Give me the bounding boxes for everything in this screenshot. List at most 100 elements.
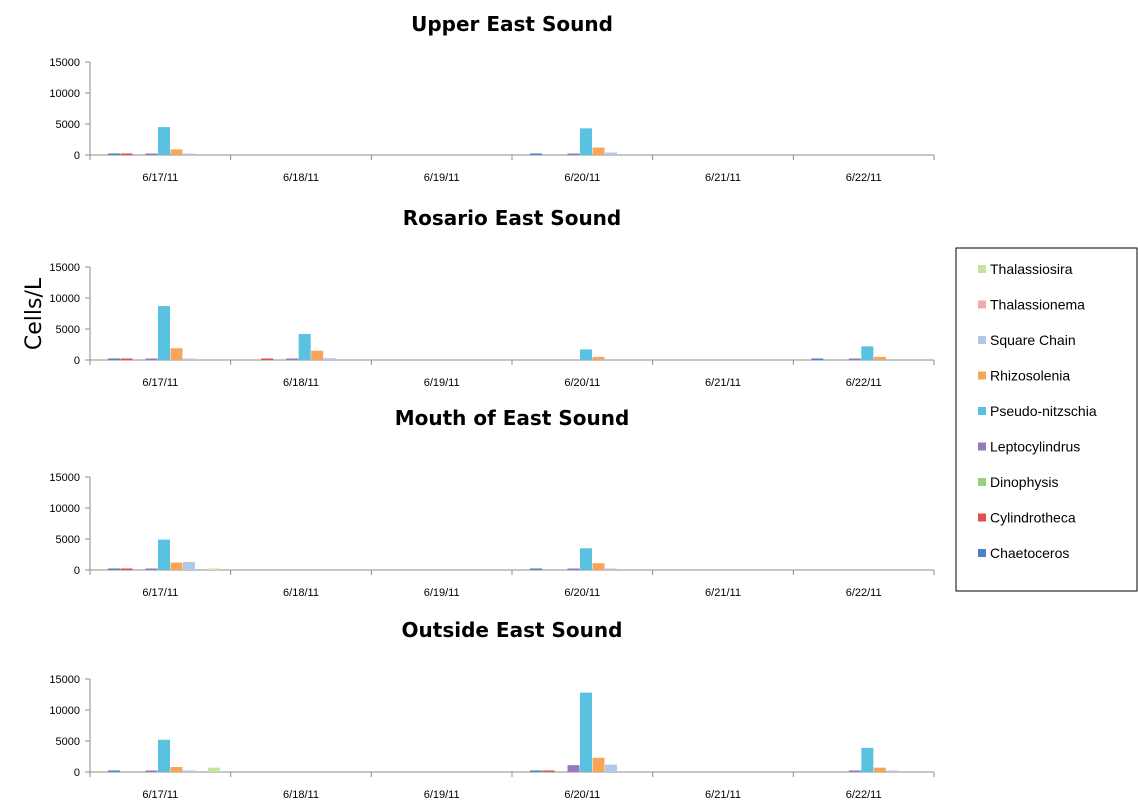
x-tick-label: 6/21/11 [705, 377, 741, 389]
y-tick-label: 5000 [56, 736, 80, 748]
y-tick-label: 0 [74, 565, 80, 577]
x-tick-label: 6/17/11 [142, 789, 178, 801]
x-tick-label: 6/19/11 [424, 587, 460, 599]
bar-pseudo-nitzschia [861, 747, 874, 772]
x-tick-label: 6/22/11 [846, 789, 882, 801]
bar-rhizosolenia [592, 757, 605, 772]
bar-rhizosolenia [873, 356, 886, 360]
bar-square-chain [886, 770, 899, 772]
bar-leptocylindrus [567, 765, 580, 772]
bar-pseudo-nitzschia [158, 739, 170, 772]
bar-rhizosolenia [592, 147, 605, 155]
y-tick-label: 10000 [49, 88, 80, 100]
chart-title: Rosario East Sound [403, 206, 622, 230]
bar-cylindrotheca [120, 153, 133, 155]
bar-thalassiosira [208, 767, 220, 772]
bar-square-chain [183, 358, 195, 360]
legend-swatch-chaetoceros [978, 549, 986, 557]
y-tick-label: 5000 [56, 324, 80, 336]
bar-square-chain [183, 770, 195, 772]
legend-swatch-dinophysis [978, 478, 986, 486]
x-tick-label: 6/17/11 [142, 377, 178, 389]
x-tick-label: 6/22/11 [846, 587, 882, 599]
x-tick-label: 6/17/11 [142, 587, 178, 599]
legend-swatch-rhizosolenia [978, 371, 986, 380]
legend: Thalassiosira Thalassionema Square Chain Rh… [955, 247, 1138, 592]
legend-swatch-pseudo-nitzschia [978, 407, 986, 415]
y-tick-label: 10000 [49, 293, 80, 305]
chart-title: Outside East Sound [402, 618, 623, 642]
bar-rhizosolenia [170, 767, 183, 772]
legend-swatch-thalassionema [978, 300, 986, 309]
y-tick-label: 5000 [56, 534, 80, 546]
bar-chaetoceros [811, 358, 824, 360]
bar-leptocylindrus [848, 358, 861, 360]
bar-rhizosolenia [592, 356, 605, 360]
bar-pseudo-nitzschia [158, 306, 170, 360]
bar-leptocylindrus [145, 770, 158, 772]
x-tick-label: 6/20/11 [564, 377, 600, 389]
bar-pseudo-nitzschia [580, 692, 592, 772]
bar-cylindrotheca [120, 358, 133, 360]
bar-pseudo-nitzschia [298, 333, 311, 360]
x-tick-label: 6/19/11 [424, 172, 460, 184]
bar-leptocylindrus [145, 358, 158, 360]
bar-chaetoceros [108, 153, 120, 155]
bar-leptocylindrus [145, 153, 158, 155]
x-tick-label: 6/18/11 [283, 377, 319, 389]
y-tick-label: 15000 [49, 674, 80, 686]
bar-square-chain [605, 568, 617, 570]
y-axis-label: Cells/L [22, 277, 47, 350]
bar-pseudo-nitzschia [158, 127, 170, 155]
bar-rhizosolenia [170, 149, 183, 155]
chart-title: Mouth of East Sound [395, 406, 630, 430]
chart-mouth-of-east-sound: Mouth of East Sound 0 5000 10000 15000 6/17/1… [49, 406, 935, 599]
bar-leptocylindrus [567, 568, 580, 570]
chart-upper-east-sound: Upper East Sound 0 5000 10000 15000 6/17/11 6/… [49, 12, 935, 184]
legend-label-square-chain: Square Chain [990, 332, 1076, 348]
legend-swatch-leptocylindrus [978, 442, 986, 451]
x-tick-label: 6/22/11 [846, 377, 882, 389]
x-tick-label: 6/20/11 [564, 789, 600, 801]
y-tick-label: 0 [74, 767, 80, 779]
bar-rhizosolenia [170, 562, 183, 570]
bar-chaetoceros [530, 770, 542, 772]
bar-leptocylindrus [848, 770, 861, 772]
x-tick-label: 6/18/11 [283, 789, 319, 801]
x-tick-label: 6/20/11 [564, 587, 600, 599]
bar-leptocylindrus [567, 153, 580, 155]
y-tick-label: 5000 [56, 119, 80, 131]
x-tick-label: 6/19/11 [424, 377, 460, 389]
x-tick-label: 6/19/11 [424, 789, 460, 801]
x-tick-label: 6/21/11 [705, 172, 741, 184]
y-tick-label: 0 [74, 150, 80, 162]
bar-leptocylindrus [286, 358, 299, 360]
y-tick-label: 15000 [49, 57, 80, 69]
chart-title: Upper East Sound [411, 12, 613, 36]
charts-container: Upper East Sound 0 5000 10000 15000 6/17/11 6/… [49, 12, 935, 801]
chart-rosario-east-sound: Rosario East Sound 0 5000 10000 15000 6/17/11… [49, 206, 935, 389]
y-tick-label: 10000 [49, 705, 80, 717]
bar-cylindrotheca [120, 568, 133, 570]
legend-label-pseudo-nitzschia: Pseudo-nitzschia [990, 403, 1097, 419]
y-tick-label: 10000 [49, 503, 80, 515]
bar-pseudo-nitzschia [861, 346, 874, 360]
bar-rhizosolenia [873, 767, 886, 772]
bar-chaetoceros [108, 568, 120, 570]
bar-square-chain [183, 561, 195, 570]
bar-chaetoceros [108, 358, 120, 360]
bar-square-chain [183, 153, 195, 155]
legend-label-thalassionema: Thalassionema [990, 297, 1085, 313]
x-tick-label: 6/18/11 [283, 172, 319, 184]
bar-square-chain [605, 764, 617, 772]
legend-label-thalassiosira: Thalassiosira [990, 261, 1073, 277]
bar-leptocylindrus [145, 568, 158, 570]
legend-box [955, 247, 1138, 592]
bar-chaetoceros [530, 568, 542, 570]
bar-pseudo-nitzschia [158, 539, 170, 570]
x-tick-label: 6/20/11 [564, 172, 600, 184]
legend-label-chaetoceros: Chaetoceros [990, 545, 1069, 561]
chart-outside-east-sound: Outside East Sound 0 5000 10000 15000 6/17/11… [49, 618, 935, 801]
bar-square-chain [605, 152, 617, 155]
